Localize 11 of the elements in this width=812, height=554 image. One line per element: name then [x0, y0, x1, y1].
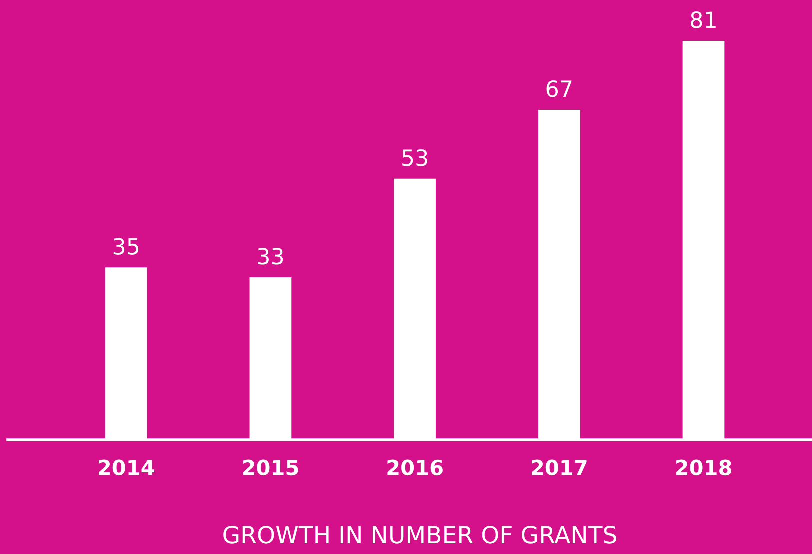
x-tick-label: 2015 [243, 460, 298, 476]
data-label: 81 [691, 12, 716, 28]
data-label: 53 [402, 149, 428, 166]
x-tick-label: 2018 [676, 460, 732, 476]
x-tick-label: 2016 [388, 460, 443, 476]
text: GROWTH IN NUMBER OF GRANTS [224, 526, 616, 544]
x-tick-label: 2017 [532, 460, 587, 476]
data-label: 35 [114, 238, 139, 255]
data-label: 33 [258, 248, 284, 265]
data-label: 67 [546, 80, 572, 98]
x-tick-label: 2014 [99, 460, 154, 476]
